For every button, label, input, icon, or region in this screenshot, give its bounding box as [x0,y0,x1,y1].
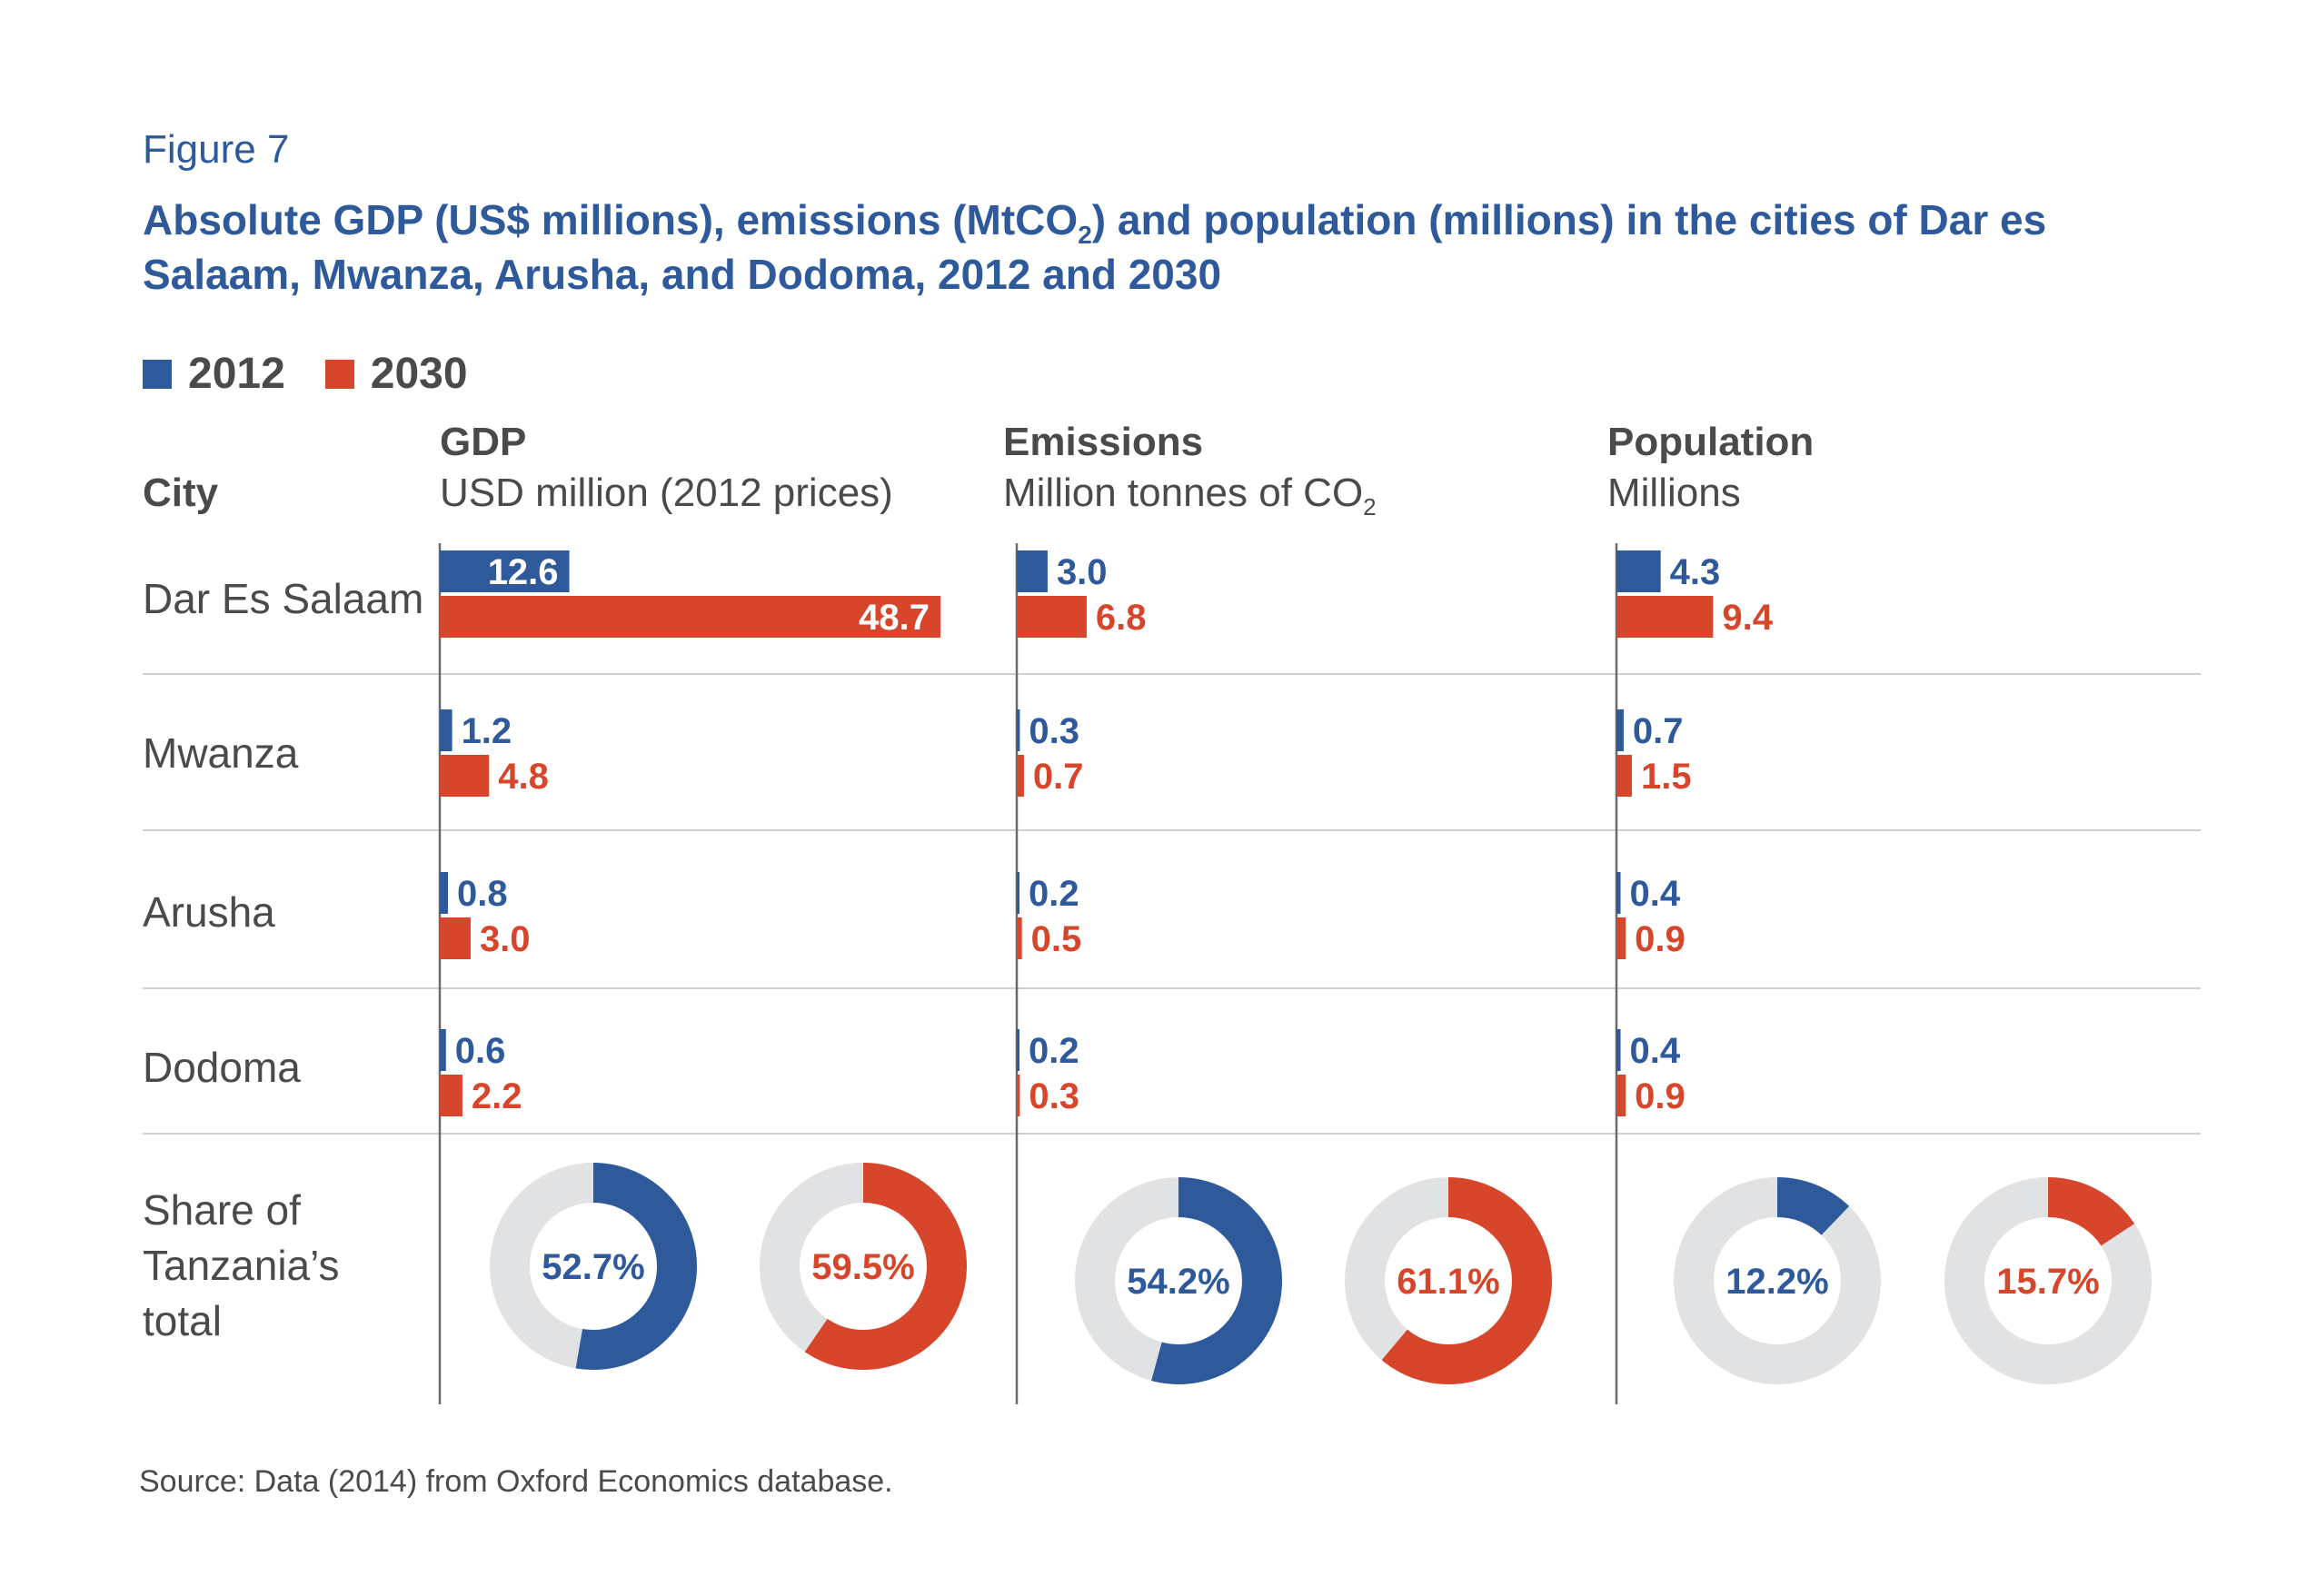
bar-label: 4.8 [498,757,549,797]
bar-population-2012 [1616,550,1661,592]
bar-label: 0.3 [1029,1076,1079,1116]
title-part1: Absolute GDP (US$ millions), emissions (… [143,196,1079,243]
bar-emissions-2012 [1017,1029,1019,1071]
bar-emissions-2030 [1017,1075,1020,1116]
donut-arc-population-2012 [1674,1177,1881,1384]
grid-layer [143,543,2201,1404]
bar-label: 1.2 [462,711,512,751]
panel-subheading-emissions: Million tonnes of CO2 [1003,471,1377,519]
donut-label: 59.5% [811,1247,914,1287]
bar-emissions-2012 [1017,872,1019,914]
panel-subheading-gdp: USD million (2012 prices) [440,471,893,515]
title-part2: ) and population (millions) in the citie… [1091,196,2047,243]
bar-label: 0.9 [1635,919,1686,959]
panel-subheading-population: Millions [1607,471,1741,515]
bar-label: 1.5 [1641,757,1692,797]
bar-population-2012 [1616,1029,1621,1071]
legend-swatch-2030 [324,359,354,389]
bar-population-2012 [1616,872,1621,914]
donut-label: 61.1% [1397,1262,1499,1302]
bar-label: 0.3 [1029,711,1079,751]
bar-emissions-2030 [1017,917,1022,959]
donut-arc-gdp-2030 [760,1163,967,1370]
bar-label: 9.4 [1722,598,1773,638]
bar-population-2030 [1616,755,1632,797]
panel-heading-emissions: Emissions [1003,420,1204,464]
bar-label: 2.2 [472,1076,522,1116]
bar-population-2030 [1616,596,1714,638]
bar-population-2012 [1616,709,1624,751]
bar-population-2030 [1616,1075,1626,1116]
source-note: Source: Data (2014) from Oxford Economic… [139,1464,893,1499]
panel-heading-population: Population [1607,420,1815,464]
bar-label: 0.2 [1029,1031,1079,1071]
bar-label: 0.9 [1635,1076,1686,1116]
bar-label: 0.8 [457,874,508,914]
bar-emissions-2012 [1017,709,1020,751]
bars-layer: 12.6 1.2 0.8 0.6 48.7 4.8 3.0 2.2 3.0 0.3 0.2 0.2 6.… [440,550,1774,1116]
bar-emissions-2030 [1017,596,1087,638]
legend-item-2030: 2030 [324,349,468,399]
city-label-arusha: Arusha [143,888,275,936]
bar-label: 4.3 [1670,552,1721,592]
bar-population-2030 [1616,917,1626,959]
emissions-subheading-subscript: 2 [1363,493,1377,520]
city-label-dodoma: Dodoma [143,1044,301,1091]
bar-gdp-2030 [440,917,471,959]
legend-item-2012: 2012 [143,349,285,399]
bar-gdp-2030 [440,755,490,797]
bar-emissions-2030 [1017,755,1024,797]
bar-label: 0.4 [1630,1031,1681,1071]
bar-label: 3.0 [480,919,531,959]
share-label-line3: total [143,1297,222,1344]
bar-label: 3.0 [1057,552,1108,592]
share-label: Share of Tanzania’s total [143,1183,340,1349]
legend-swatch-2012 [143,359,172,389]
bar-label: 0.7 [1033,757,1084,797]
bar-label: 0.6 [455,1031,506,1071]
city-column-header: City [143,471,219,515]
bar-gdp-2030 [440,1075,462,1116]
bar-emissions-2012 [1017,550,1048,592]
donut-arc-emissions-2030 [1345,1177,1552,1384]
donut-label: 52.7% [542,1247,644,1287]
emissions-subheading-text: Million tonnes of CO [1003,471,1364,515]
bar-label: 0.5 [1031,919,1082,959]
bar-gdp-2012 [440,550,570,592]
city-label-dar-es-salaam: Dar Es Salaam [143,575,424,622]
bar-gdp-2030 [440,596,940,638]
donut-arc-emissions-2012 [1075,1177,1282,1384]
bar-label: 12.6 [488,552,559,592]
title-line2: Salaam, Mwanza, Arusha, and Dodoma, 2012… [143,251,1222,298]
bar-label: 0.2 [1029,874,1079,914]
panel-heading-gdp: GDP [440,420,527,464]
legend-label-2030: 2030 [370,350,468,398]
donut-arc-population-2030 [1944,1177,2152,1384]
bar-label: 6.8 [1096,598,1147,638]
legend: 2012 2030 [143,349,508,399]
chart-title: Absolute GDP (US$ millions), emissions (… [143,193,2187,302]
bar-gdp-2012 [440,872,449,914]
donut-arc-gdp-2012 [490,1163,697,1370]
share-label-line2: Tanzania’s [143,1242,340,1289]
bar-label: 0.4 [1630,874,1681,914]
legend-label-2012: 2012 [188,350,285,398]
city-label-mwanza: Mwanza [143,729,299,777]
bar-gdp-2012 [440,709,452,751]
share-label-line1: Share of [143,1186,301,1234]
figure-label: Figure 7 [143,127,290,172]
donut-label: 12.2% [1725,1262,1828,1302]
title-subscript: 2 [1078,221,1092,249]
bar-gdp-2012 [440,1029,446,1071]
donut-layer: 52.7% 59.5% 54.2% 61.1% 12.2% 15.7% [490,1163,2152,1384]
donut-label: 15.7% [1996,1262,2099,1302]
bar-label: 0.7 [1633,711,1684,751]
bar-label: 48.7 [859,598,930,638]
donut-label: 54.2% [1127,1262,1229,1302]
